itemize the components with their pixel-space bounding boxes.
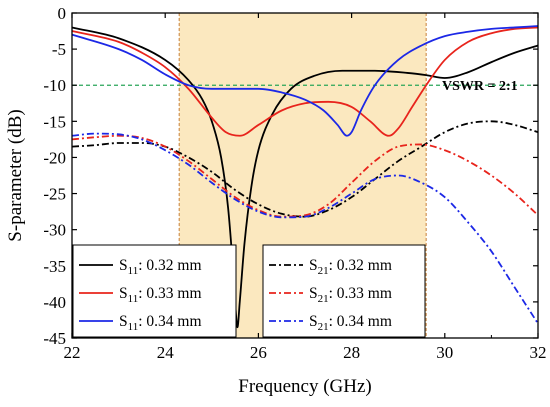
y-tick-label-8: -40 xyxy=(43,293,66,312)
y-tick-label-9: -45 xyxy=(43,329,66,348)
axes-layer: 22 24 26 28 30 32 0 -5 -10 -15 -20 -25 -30 -35 -40 -45 xyxy=(43,4,546,362)
y-tick-label-4: -20 xyxy=(43,148,66,167)
y-tick-label-3: -15 xyxy=(43,112,66,131)
series-layer xyxy=(71,25,539,329)
x-tick-label-2: 26 xyxy=(250,343,267,362)
y-tick-label-1: -5 xyxy=(52,40,66,59)
series-line-4 xyxy=(71,120,539,218)
legend-layer: S11: 0.32 mm S11: 0.33 mm S11: 0.34 mm S21:… xyxy=(72,244,426,338)
y-tick-label-7: -35 xyxy=(43,257,66,276)
y-tick-label-6: -30 xyxy=(43,221,66,240)
y-tick-label-5: -25 xyxy=(43,185,66,204)
y-axis-title: S-parameter (dB) xyxy=(5,109,26,241)
series-line-3 xyxy=(71,25,539,137)
legend-label-1: S11: 0.32 mm xyxy=(119,257,202,277)
x-axis-title: Frequency (GHz) xyxy=(238,376,371,397)
x-tick-label-3: 28 xyxy=(343,343,360,362)
y-tick-label-0: 0 xyxy=(58,4,67,23)
x-tick-label-1: 24 xyxy=(157,343,175,362)
legend-label-6: S21: 0.34 mm xyxy=(309,313,392,333)
series-line-1 xyxy=(71,26,539,329)
series-line-5 xyxy=(71,134,539,218)
x-tick-label-0: 22 xyxy=(64,343,81,362)
vswr-label: VSWR = 2:1 xyxy=(442,79,518,94)
legend-label-5: S21: 0.33 mm xyxy=(309,285,392,305)
x-tick-label-5: 32 xyxy=(530,343,547,362)
legend-label-3: S11: 0.34 mm xyxy=(119,313,202,333)
series-line-6 xyxy=(71,132,539,325)
vswr-reference-layer: VSWR = 2:1 xyxy=(72,79,538,94)
axis-titles: Frequency (GHz) S-parameter (dB) xyxy=(5,109,372,397)
x-tick-label-4: 30 xyxy=(436,343,453,362)
legend-label-4: S21: 0.32 mm xyxy=(309,257,392,277)
legend-label-2: S11: 0.33 mm xyxy=(119,285,202,305)
y-tick-label-2: -10 xyxy=(43,76,66,95)
